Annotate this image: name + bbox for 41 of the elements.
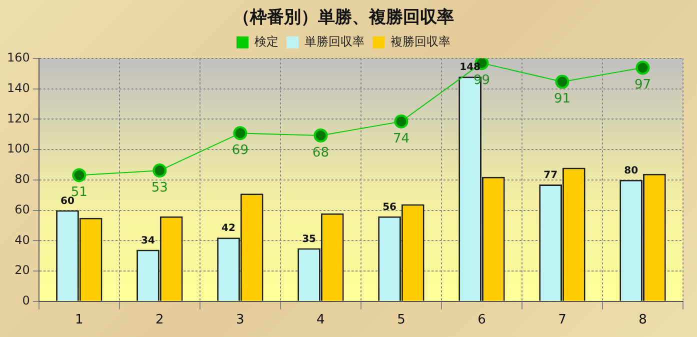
y-tick-label: 40 — [14, 232, 30, 247]
data-label: 56 — [382, 202, 397, 213]
point — [152, 164, 167, 178]
data-label: 35 — [302, 234, 316, 245]
x-tick-label: 8 — [638, 312, 647, 328]
legend-label: 単勝回収率 — [304, 34, 364, 49]
x-tick-label: 2 — [156, 312, 164, 328]
data-label: 97 — [634, 78, 652, 93]
point — [233, 126, 248, 140]
data-label: 80 — [624, 165, 638, 176]
y-tick-label: 140 — [7, 80, 30, 95]
data-label: 34 — [141, 235, 155, 246]
y-tick-label: 20 — [14, 263, 30, 278]
x-tick-label: 4 — [316, 312, 325, 328]
y-tick-label: 120 — [7, 111, 30, 126]
data-label: 68 — [312, 145, 329, 160]
data-label: 74 — [392, 131, 410, 146]
legend-label: 検定 — [254, 34, 278, 49]
y-tick-label: 60 — [14, 202, 30, 216]
x-tick-label: 5 — [397, 312, 406, 328]
data-label: 69 — [232, 143, 248, 158]
x-tick-label: 7 — [558, 312, 566, 328]
y-tick-label: 0 — [22, 294, 30, 308]
data-label: 42 — [222, 223, 236, 234]
point — [555, 74, 570, 89]
data-label: 60 — [60, 196, 74, 207]
x-tick-label: 3 — [236, 312, 244, 328]
data-label: 77 — [544, 170, 558, 182]
data-label: 53 — [151, 180, 168, 196]
legend-label: 複勝回収率 — [390, 34, 450, 49]
y-tick-label: 100 — [7, 142, 30, 156]
point — [72, 168, 86, 182]
y-tick-label: 80 — [14, 172, 30, 186]
point — [314, 128, 328, 143]
chart-title: （枠番別）単勝、複勝回収率 — [233, 8, 454, 28]
y-tick-label: 160 — [7, 50, 30, 65]
x-tick-label: 6 — [478, 312, 486, 328]
x-tick-label: 1 — [75, 312, 84, 328]
point — [394, 114, 408, 128]
point — [636, 60, 650, 75]
data-label: 91 — [554, 92, 571, 107]
